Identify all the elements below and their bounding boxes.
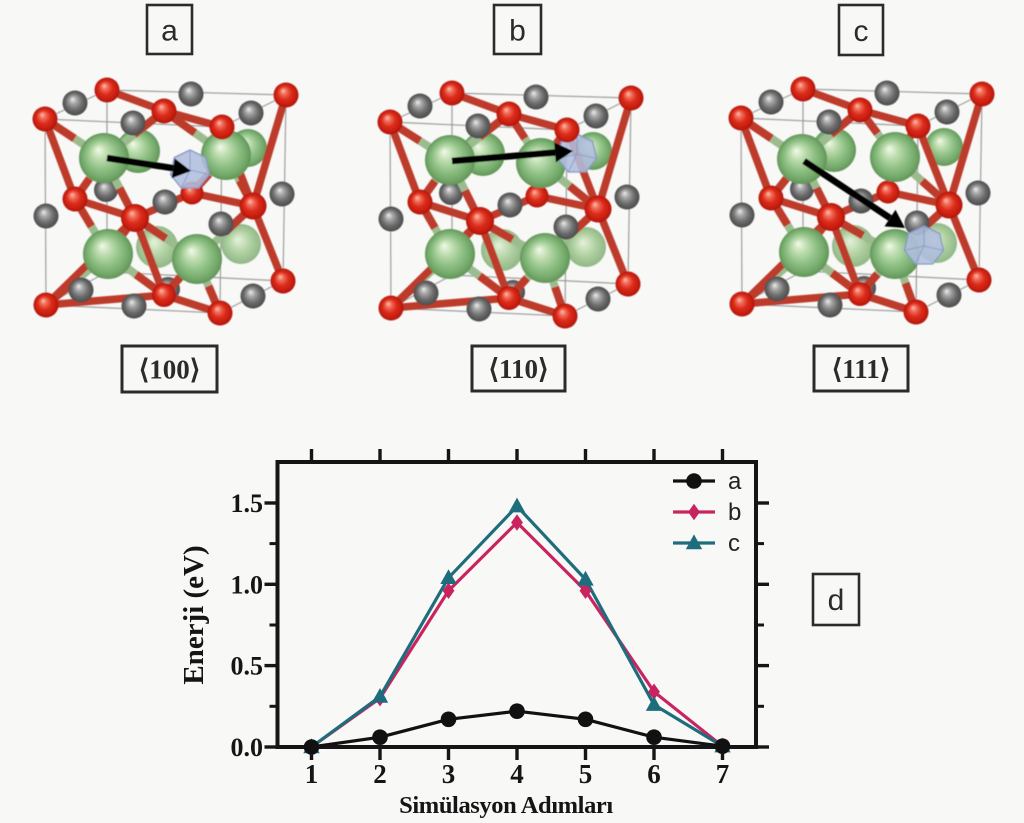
svg-text:0.0: 0.0 — [231, 733, 264, 762]
svg-text:d: d — [828, 584, 845, 617]
svg-text:5: 5 — [579, 759, 593, 789]
svg-text:b: b — [728, 499, 741, 526]
svg-text:Simülasyon Adımları: Simülasyon Adımları — [399, 792, 613, 819]
svg-text:a: a — [161, 14, 178, 47]
svg-text:7: 7 — [716, 759, 730, 789]
svg-text:a: a — [728, 468, 742, 495]
svg-text:4: 4 — [510, 759, 524, 789]
svg-text:1.0: 1.0 — [231, 570, 264, 599]
svg-text:0.5: 0.5 — [231, 652, 264, 681]
svg-text:6: 6 — [647, 759, 661, 789]
svg-text:3: 3 — [442, 759, 456, 789]
svg-text:c: c — [854, 15, 869, 48]
svg-text:b: b — [509, 14, 526, 47]
svg-text:⟨100⟩: ⟨100⟩ — [139, 355, 201, 385]
svg-text:1: 1 — [305, 759, 319, 789]
svg-text:c: c — [728, 530, 740, 557]
svg-text:2: 2 — [373, 759, 387, 789]
svg-text:⟨110⟩: ⟨110⟩ — [488, 354, 548, 384]
svg-text:1.5: 1.5 — [231, 489, 264, 518]
svg-text:Enerji (eV): Enerji (eV) — [178, 545, 210, 684]
svg-text:⟨111⟩: ⟨111⟩ — [832, 354, 891, 384]
